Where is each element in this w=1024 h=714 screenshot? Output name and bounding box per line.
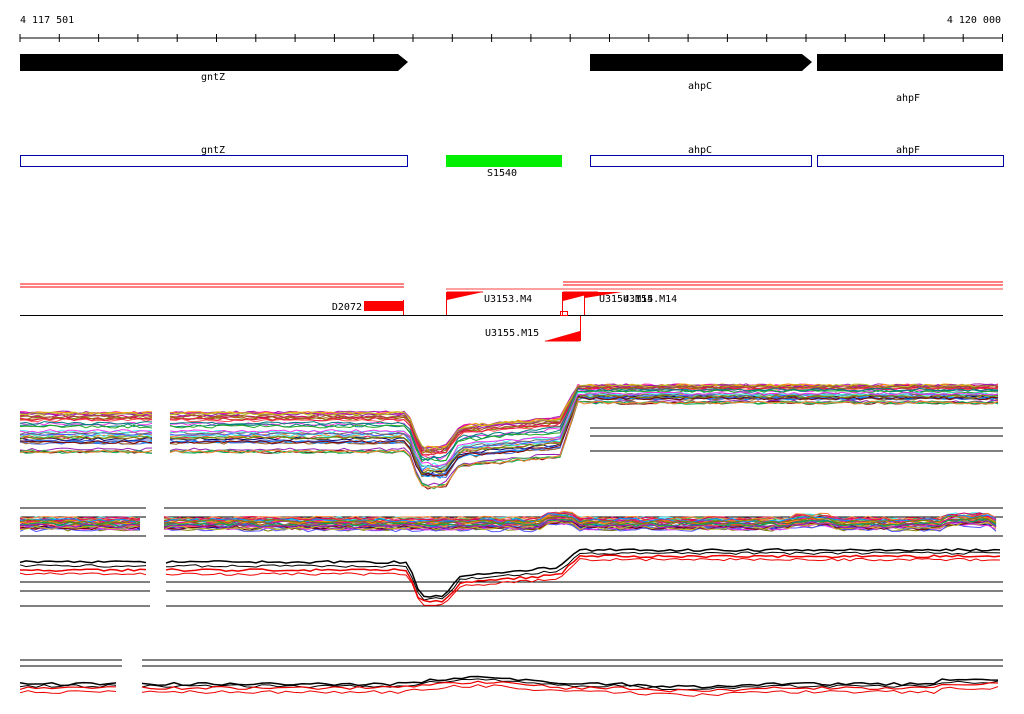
annotation-box-ahpC[interactable] bbox=[590, 155, 812, 167]
annotation-label-ahpF: ahpF bbox=[896, 145, 920, 156]
gene-arrow-ahpF[interactable] bbox=[817, 54, 1003, 71]
profile-line bbox=[19, 418, 153, 423]
profile-line bbox=[19, 440, 153, 445]
coordinate-ruler: 4 117 501 4 120 000 bbox=[19, 15, 1003, 42]
segment-label-U3155-M15: U3155.M15 bbox=[485, 328, 539, 339]
gene-label-ahpF: ahpF bbox=[896, 93, 920, 104]
profile-line bbox=[19, 560, 147, 564]
profile-line bbox=[141, 678, 999, 691]
profile-line bbox=[169, 396, 999, 477]
profile-line bbox=[163, 521, 997, 531]
profile-line bbox=[19, 521, 141, 527]
annotation-label-gntZ: gntZ bbox=[201, 145, 225, 156]
profile-line bbox=[19, 447, 153, 452]
profile-line bbox=[19, 412, 153, 416]
profile-line bbox=[169, 384, 999, 453]
profile-line bbox=[163, 518, 997, 529]
profile-line bbox=[20, 523, 141, 529]
profile-line bbox=[169, 393, 999, 471]
expression-panel-2 bbox=[19, 507, 1003, 537]
profile-line bbox=[165, 557, 1001, 606]
profile-line bbox=[169, 383, 999, 451]
profile-line bbox=[19, 525, 141, 531]
ruler-ticks bbox=[19, 34, 1003, 42]
gene-arrow-ahpC[interactable] bbox=[590, 54, 812, 71]
profile-line bbox=[169, 396, 999, 476]
ruler-start-label: 4 117 501 bbox=[20, 15, 74, 26]
profile-line bbox=[20, 568, 147, 572]
expression-panel-3 bbox=[19, 548, 1003, 607]
profile-line bbox=[170, 388, 999, 460]
segment-U3155-M15[interactable] bbox=[545, 331, 580, 341]
profile-line bbox=[163, 518, 997, 529]
segment-D2072[interactable] bbox=[364, 301, 404, 311]
annotation-box-gntZ[interactable] bbox=[20, 155, 408, 167]
profile-line bbox=[19, 518, 141, 523]
segment-track: D2072 U3153.M4 U3154.M14 U3155.M14 U3155… bbox=[20, 281, 1003, 342]
profile-line bbox=[141, 684, 999, 697]
profile-line bbox=[165, 551, 1001, 601]
profile-line bbox=[169, 392, 999, 472]
annotation-track: gntZ S1540 ahpC ahpF bbox=[20, 145, 1004, 179]
profile-line bbox=[169, 394, 999, 475]
profile-line bbox=[19, 690, 117, 694]
segment-U3155-M14[interactable] bbox=[585, 292, 622, 298]
profile-line bbox=[19, 429, 153, 434]
profile-line bbox=[19, 421, 153, 426]
profile-line bbox=[169, 400, 999, 488]
profile-line bbox=[169, 383, 999, 452]
profile-line bbox=[164, 510, 997, 521]
profile-line bbox=[19, 417, 153, 422]
annotation-label-ahpC: ahpC bbox=[688, 145, 712, 156]
profile-line bbox=[165, 554, 1001, 603]
segment-label-D2072: D2072 bbox=[332, 302, 362, 313]
segment-U3153-M4[interactable] bbox=[447, 292, 483, 300]
profile-line bbox=[19, 414, 153, 419]
segment-label-U3153-M4: U3153.M4 bbox=[484, 294, 532, 305]
profile-line bbox=[169, 387, 999, 461]
profile-line bbox=[19, 435, 153, 440]
expression-panel-4 bbox=[19, 659, 1003, 697]
gene-label-gntZ: gntZ bbox=[201, 72, 225, 83]
segment-label-U3154-M14: U3154.M14 bbox=[599, 294, 653, 305]
profile-line bbox=[19, 424, 153, 429]
ruler-end-label: 4 120 000 bbox=[947, 15, 1001, 26]
gene-label-ahpC: ahpC bbox=[688, 81, 712, 92]
profile-line bbox=[19, 686, 117, 690]
profile-line bbox=[19, 525, 141, 531]
profile-line bbox=[19, 564, 147, 568]
profile-line bbox=[19, 436, 153, 440]
profile-line bbox=[163, 515, 997, 525]
gene-arrow-gntZ[interactable] bbox=[20, 54, 408, 71]
annotation-box-S1540[interactable] bbox=[446, 155, 562, 167]
annotation-label-S1540: S1540 bbox=[487, 168, 517, 179]
expression-panel-1 bbox=[19, 383, 1003, 490]
profile-line bbox=[19, 439, 152, 444]
profile-line bbox=[19, 429, 153, 434]
profile-line bbox=[164, 515, 997, 525]
profile-line bbox=[19, 411, 153, 416]
profile-line bbox=[19, 432, 153, 437]
profile-line bbox=[165, 548, 1001, 598]
profile-line bbox=[19, 572, 147, 576]
profile-line bbox=[141, 675, 999, 689]
profile-line bbox=[141, 680, 999, 693]
annotation-box-ahpF[interactable] bbox=[817, 155, 1004, 167]
gene-track: gntZ ahpC ahpF bbox=[20, 54, 1003, 104]
profile-line bbox=[19, 449, 153, 454]
segment-label-U3155-M14: U3155.M14 bbox=[623, 294, 677, 305]
profile-line bbox=[19, 519, 141, 524]
